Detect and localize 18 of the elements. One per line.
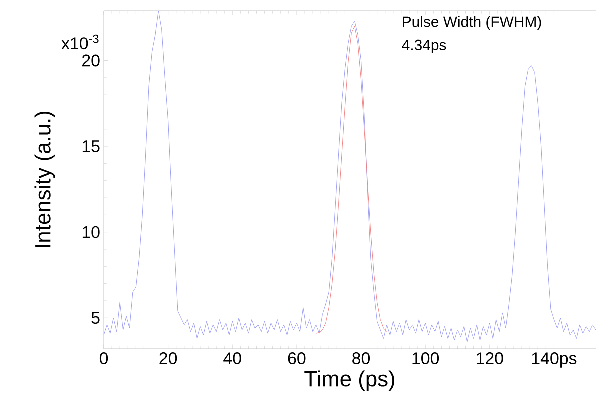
y-axis-title: Intensity (a.u.) [34,112,56,248]
annotation: Pulse Width (FWHM) [403,16,542,30]
y-tick-label: 15 [82,140,100,152]
x-tick-label: 40 [224,352,242,365]
x-tick-label: 100 [412,352,440,365]
y-tick-label: 5 [92,312,100,324]
y-tick-label: 10 [82,226,100,238]
x-tick-label: 20 [160,352,178,365]
x-axis-title: Time (ps) [304,370,394,392]
x-tick-label: 60 [288,352,306,365]
line-series [316,26,388,334]
x-tick-label: 80 [352,352,370,365]
x-tick-label: 0 [100,352,108,365]
x-tick-label: 120 [477,352,504,365]
x-tick-label: 140ps [532,352,577,368]
y-tick-label: 20 [82,54,100,67]
text: x10$^{-3}$ [62,34,99,50]
annotation: 4.34ps [402,40,446,54]
